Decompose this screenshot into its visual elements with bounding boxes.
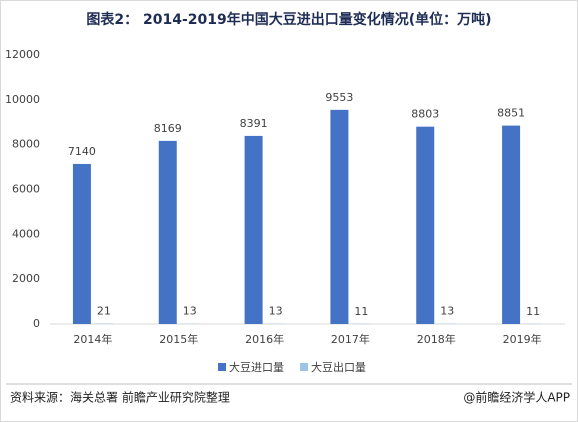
data-label: 13 [183, 305, 197, 318]
legend-swatch [218, 363, 226, 371]
data-label: 8803 [411, 108, 439, 121]
x-tick-label: 2014年 [73, 332, 112, 346]
y-tick-label: 4000 [12, 227, 40, 240]
y-tick-label: 12000 [5, 48, 40, 61]
x-tick-label: 2018年 [417, 332, 456, 346]
source: 资料来源：海关总署 前瞻产业研究院整理 [10, 390, 230, 405]
bar [158, 140, 177, 324]
data-label: 21 [97, 305, 111, 318]
data-label: 13 [440, 305, 454, 318]
data-label: 11 [354, 305, 368, 318]
chart-title: 图表2： 2014-2019年中国大豆进出口量变化情况(单位：万吨) [86, 11, 491, 28]
bar [330, 109, 349, 325]
y-tick-label: 2000 [12, 272, 40, 285]
y-tick-label: 10000 [5, 93, 40, 106]
x-tick-label: 2016年 [245, 332, 284, 346]
data-label: 7140 [68, 145, 96, 158]
x-tick-label: 2015年 [159, 332, 198, 346]
data-label: 8851 [497, 107, 525, 120]
y-tick-label: 0 [33, 317, 40, 330]
data-label: 11 [526, 305, 540, 318]
x-tick-label: 2017年 [331, 332, 370, 346]
legend-label: 大豆出口量 [311, 360, 366, 374]
data-label: 8169 [154, 122, 182, 135]
bar [502, 125, 521, 324]
legend-label: 大豆进口量 [229, 360, 284, 374]
data-label: 8391 [240, 117, 268, 130]
credit: @前瞻经济学人APP [463, 390, 570, 405]
bar [416, 126, 435, 325]
y-tick-label: 8000 [12, 138, 40, 151]
x-tick-label: 2019年 [503, 332, 542, 346]
bar [244, 135, 263, 324]
data-label: 13 [269, 305, 283, 318]
y-tick-label: 6000 [12, 183, 40, 196]
legend-swatch [300, 363, 308, 371]
bar [72, 163, 91, 324]
data-label: 9553 [325, 91, 353, 104]
